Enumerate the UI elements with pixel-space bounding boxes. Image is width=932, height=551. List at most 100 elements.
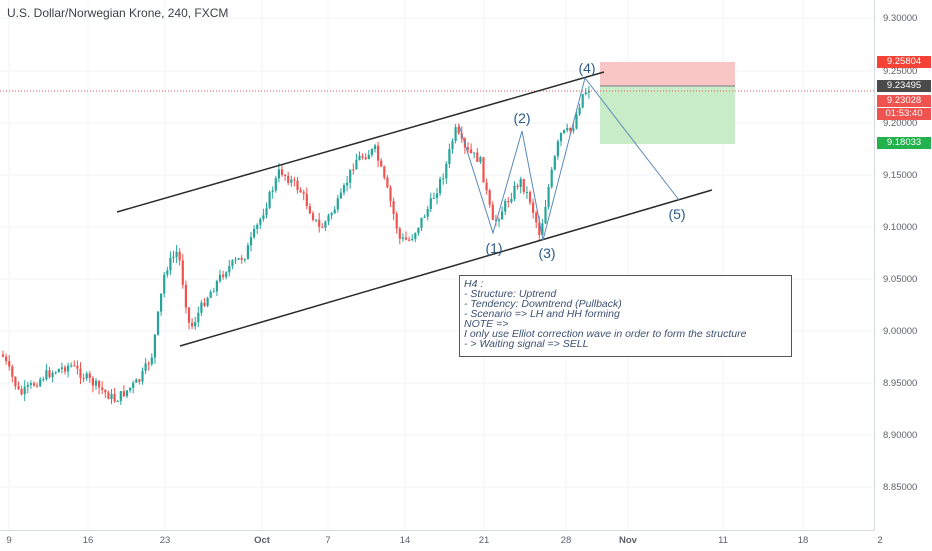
candle-body bbox=[197, 312, 200, 323]
candle-body bbox=[150, 357, 153, 365]
price-tick: 9.25000 bbox=[883, 66, 918, 77]
candle-body bbox=[516, 185, 519, 187]
candle-body bbox=[194, 322, 197, 327]
candle-body bbox=[355, 160, 358, 170]
candle-body bbox=[547, 186, 550, 207]
candle-body bbox=[36, 385, 39, 387]
channel-lower-line bbox=[179, 189, 713, 347]
candle-body bbox=[470, 149, 473, 154]
candle-body bbox=[178, 251, 181, 261]
time-axis[interactable]: 9 16 23 Oct 7 14 21 28 Nov 11 18 2 bbox=[0, 530, 883, 551]
candle-body bbox=[373, 145, 377, 150]
candle-body bbox=[563, 130, 566, 133]
candle-body bbox=[116, 401, 119, 403]
analysis-note[interactable]: H4 : - Structure: Uptrend - Tendency: Do… bbox=[459, 275, 792, 357]
note-line: - Tendency: Downtrend (Pullback) bbox=[464, 298, 622, 310]
candle-body bbox=[408, 239, 411, 241]
candle-body bbox=[287, 175, 290, 183]
time-tick: 16 bbox=[82, 535, 94, 546]
last-price-badge: 9.23028 bbox=[877, 95, 931, 107]
candle-body bbox=[48, 370, 51, 378]
candle-body bbox=[20, 388, 23, 395]
candle-body bbox=[457, 127, 460, 134]
candle-body bbox=[311, 213, 315, 220]
candle-body bbox=[432, 197, 435, 199]
candle-body bbox=[110, 393, 113, 400]
price-axis[interactable]: 9.30000 9.25000 9.20000 9.15000 9.10000 … bbox=[874, 0, 932, 530]
candle-body bbox=[445, 163, 448, 179]
candle-body bbox=[26, 384, 29, 387]
candle-body bbox=[479, 157, 482, 162]
candle-body bbox=[262, 215, 265, 219]
candle-body bbox=[553, 156, 556, 170]
candle-body bbox=[439, 178, 442, 194]
candle-body bbox=[466, 147, 470, 150]
candle-body bbox=[187, 307, 191, 323]
candle-body bbox=[166, 270, 169, 275]
candle-body bbox=[330, 213, 333, 216]
candle-body bbox=[23, 386, 26, 395]
wave-label-5: (5) bbox=[668, 206, 686, 222]
candle-body bbox=[240, 258, 243, 260]
note-line: NOTE => bbox=[464, 318, 509, 330]
candle-body bbox=[302, 192, 305, 194]
candle-body bbox=[113, 393, 116, 402]
time-tick: 11 bbox=[718, 535, 728, 546]
wave-label-4: (4) bbox=[578, 60, 596, 76]
candle-body bbox=[476, 152, 479, 162]
candle-body bbox=[559, 132, 563, 142]
candle-body bbox=[246, 245, 249, 260]
candle-body bbox=[63, 367, 67, 372]
candle-body bbox=[284, 174, 287, 176]
candle-body bbox=[29, 383, 32, 385]
candle-body bbox=[160, 293, 163, 312]
candle-body bbox=[122, 391, 125, 397]
note-line: - Scenario => LH and HH forming bbox=[464, 308, 620, 320]
candle-body bbox=[268, 191, 271, 209]
candle-body bbox=[32, 383, 36, 386]
candle-body bbox=[364, 157, 367, 160]
time-tick: 18 bbox=[797, 535, 809, 546]
candle-body bbox=[550, 169, 553, 187]
candle-body bbox=[485, 182, 488, 191]
candle-body bbox=[184, 284, 187, 308]
time-tick: 23 bbox=[159, 535, 171, 546]
time-tick: 7 bbox=[325, 535, 331, 546]
candle-body bbox=[209, 291, 212, 298]
take-profit-zone bbox=[600, 86, 735, 144]
candle-body bbox=[39, 379, 42, 387]
candle-body bbox=[290, 179, 293, 183]
candle-body bbox=[398, 228, 401, 239]
candle-body bbox=[519, 178, 522, 187]
candle-body bbox=[144, 363, 147, 371]
candle-body bbox=[107, 392, 110, 400]
candle-body bbox=[401, 237, 404, 239]
candle-body bbox=[82, 378, 85, 380]
candle-body bbox=[141, 370, 144, 382]
candle-body bbox=[308, 206, 311, 214]
candle-body bbox=[395, 214, 398, 229]
candle-body bbox=[315, 219, 318, 221]
candle-body bbox=[556, 141, 559, 157]
candle-body bbox=[349, 169, 352, 183]
candle-body bbox=[42, 379, 45, 381]
candle-body bbox=[280, 169, 284, 175]
candle-body bbox=[522, 178, 525, 193]
candle-body bbox=[420, 217, 423, 228]
candle-body bbox=[222, 274, 225, 277]
candle-body bbox=[541, 223, 544, 236]
candle-body bbox=[333, 209, 336, 214]
price-tick: 9.20000 bbox=[883, 118, 918, 129]
candle-body bbox=[249, 237, 253, 246]
candle-body bbox=[578, 107, 581, 115]
candle-body bbox=[147, 363, 150, 365]
candle-body bbox=[346, 182, 349, 186]
candle-body bbox=[234, 259, 237, 261]
candle-body bbox=[218, 274, 222, 282]
candle-body bbox=[448, 149, 451, 164]
candle-body bbox=[88, 373, 91, 378]
candle-body bbox=[175, 251, 178, 257]
candle-body bbox=[404, 237, 408, 240]
candle-body bbox=[91, 377, 94, 386]
